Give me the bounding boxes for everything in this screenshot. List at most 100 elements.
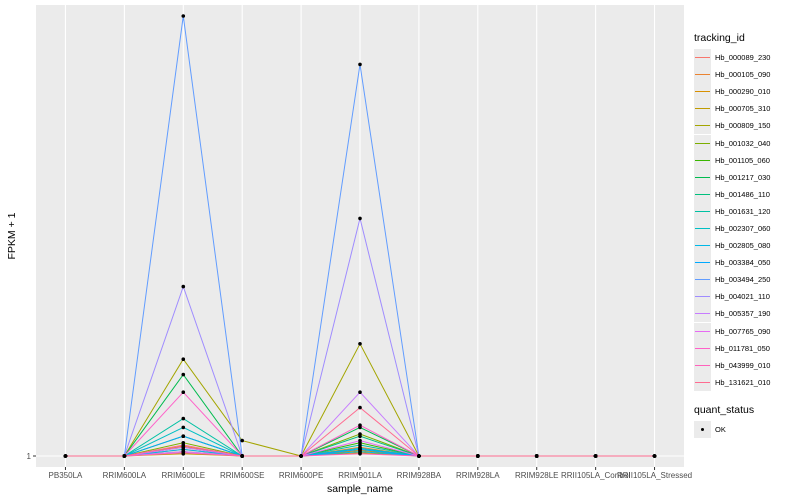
legend-label: Hb_007765_090 — [715, 326, 771, 336]
legend-label: Hb_003384_050 — [715, 258, 771, 268]
y-axis-title: FPKM + 1 — [6, 212, 18, 259]
point-Hb_131621_010 — [299, 454, 303, 458]
point-Hb_043999_010 — [181, 450, 186, 455]
legend-label: Hb_000809_150 — [715, 121, 771, 131]
x-tick-label: RRIM600SE — [220, 471, 264, 480]
x-tick-label: RRIM928BA — [397, 471, 442, 480]
point-Hb_131621_010 — [181, 443, 186, 447]
point-Hb_002307_060 — [181, 425, 186, 430]
legend2-key — [694, 421, 711, 439]
legend-key — [694, 305, 711, 323]
legend-label: Hb_004021_110 — [715, 292, 770, 302]
legend-key — [694, 271, 711, 289]
point-Hb_131621_010 — [534, 454, 539, 458]
legend-title: tracking_id — [694, 32, 745, 44]
point-Hb_131621_010 — [122, 454, 127, 458]
legend-label: Hb_001217_030 — [715, 172, 771, 182]
legend-key — [694, 237, 711, 255]
legend-item: Hb_002307_060 — [694, 219, 798, 237]
legend-item: Hb_003384_050 — [694, 254, 798, 272]
point-Hb_003384_050 — [181, 434, 186, 439]
legend-key — [694, 322, 711, 340]
point-Hb_000809_150 — [240, 438, 244, 443]
legend-key — [694, 100, 711, 118]
legend-item: Hb_001217_030 — [694, 168, 798, 186]
x-tick-label: RRII105LA_Control — [561, 471, 631, 480]
legend-label: Hb_005357_190 — [715, 309, 771, 319]
point-Hb_011781_050 — [181, 390, 186, 395]
legend-label: Hb_002307_060 — [715, 223, 771, 233]
legend-key — [694, 254, 711, 272]
legend-key — [694, 185, 711, 203]
legend-item: Hb_000105_090 — [694, 66, 798, 84]
legend-key — [694, 151, 711, 169]
x-tick-label: RRIM928LE — [515, 471, 559, 480]
x-axis: PB350LA RRIM600LA RRIM600LE RRIM600SE RRIM60… — [49, 467, 692, 480]
x-tick-label: RRIM600LA — [103, 471, 147, 480]
point-Hb_003494_250 — [358, 62, 362, 67]
legend-item: Hb_003494_250 — [694, 271, 798, 289]
legend-item: Hb_000809_150 — [694, 117, 798, 135]
point-Hb_004021_110 — [358, 216, 362, 221]
point-Hb_000809_150 — [358, 342, 362, 346]
legend-item: Hb_001486_110 — [694, 185, 798, 203]
legend2-title: quant_status — [694, 404, 755, 416]
point-Hb_000809_150 — [181, 357, 186, 362]
legend-key — [694, 134, 711, 152]
legend-key — [694, 339, 711, 357]
legend-key — [694, 168, 711, 186]
point-Hb_011781_050 — [358, 423, 362, 428]
legend-item: Hb_043999_010 — [694, 356, 798, 374]
x-tick-label: RRIM928LA — [456, 471, 500, 480]
legend-label: Hb_001486_110 — [715, 189, 770, 199]
legend-key — [694, 373, 711, 391]
point-Hb_131621_010 — [417, 454, 421, 458]
legend-item: Hb_000705_310 — [694, 100, 798, 118]
legend-label: Hb_000105_090 — [715, 70, 771, 80]
y-tick-label: 1 — [27, 452, 32, 461]
legend-items: Hb_000089_230 Hb_000105_090 Hb_000290_010 H… — [694, 49, 798, 391]
legend-label: Hb_003494_250 — [715, 275, 771, 285]
legend-item: Hb_001631_120 — [694, 202, 798, 220]
legend-label: Hb_002805_080 — [715, 241, 771, 251]
legend-key — [694, 288, 711, 306]
legend-quant-status: quant_status OK — [694, 404, 755, 439]
legend-label: Hb_000089_230 — [715, 53, 771, 63]
legend-label: Hb_000705_310 — [715, 104, 771, 114]
legend-label: Hb_043999_010 — [715, 360, 771, 370]
point-Hb_131621_010 — [358, 405, 362, 410]
legend-item: Hb_007765_090 — [694, 322, 798, 340]
point-Hb_131621_010 — [240, 454, 244, 458]
point-Hb_001217_030 — [181, 372, 186, 377]
point-Hb_001631_120 — [358, 443, 362, 447]
legend-key — [694, 356, 711, 374]
legend2-item: OK — [694, 421, 754, 439]
x-tick-label: RRIM901LA — [338, 471, 382, 480]
grid — [36, 5, 684, 467]
legend-label: Hb_001631_120 — [715, 206, 771, 216]
legend-key — [694, 202, 711, 220]
y-axis: 1 — [27, 452, 36, 461]
point-Hb_007765_090 — [358, 438, 362, 443]
x-tick-label: RRIM600PE — [279, 471, 323, 480]
legend-tracking-id: tracking_id Hb_000089_230 Hb_000105_090 Hb… — [694, 32, 798, 391]
points — [63, 14, 657, 458]
x-tick-label: RRII105LA_Stressed — [617, 471, 692, 480]
legend-item: Hb_001105_060 — [694, 151, 798, 169]
legend-key — [694, 66, 711, 84]
legend-label: Hb_011781_050 — [715, 343, 770, 353]
legend-item: Hb_131621_010 — [694, 373, 798, 391]
legend-item: Hb_011781_050 — [694, 339, 798, 357]
legend-label: Hb_001105_060 — [715, 155, 770, 165]
legend-key — [694, 49, 711, 67]
legend-item: Hb_001032_040 — [694, 134, 798, 152]
point-Hb_043999_010 — [358, 452, 362, 456]
point-Hb_131621_010 — [63, 454, 68, 458]
legend-item: Hb_004021_110 — [694, 288, 798, 306]
legend-label: Hb_001032_040 — [715, 138, 771, 148]
point-Hb_005357_190 — [358, 390, 362, 395]
point-Hb_131621_010 — [652, 454, 657, 458]
point-Hb_131621_010 — [593, 454, 598, 458]
legend-key — [694, 219, 711, 237]
